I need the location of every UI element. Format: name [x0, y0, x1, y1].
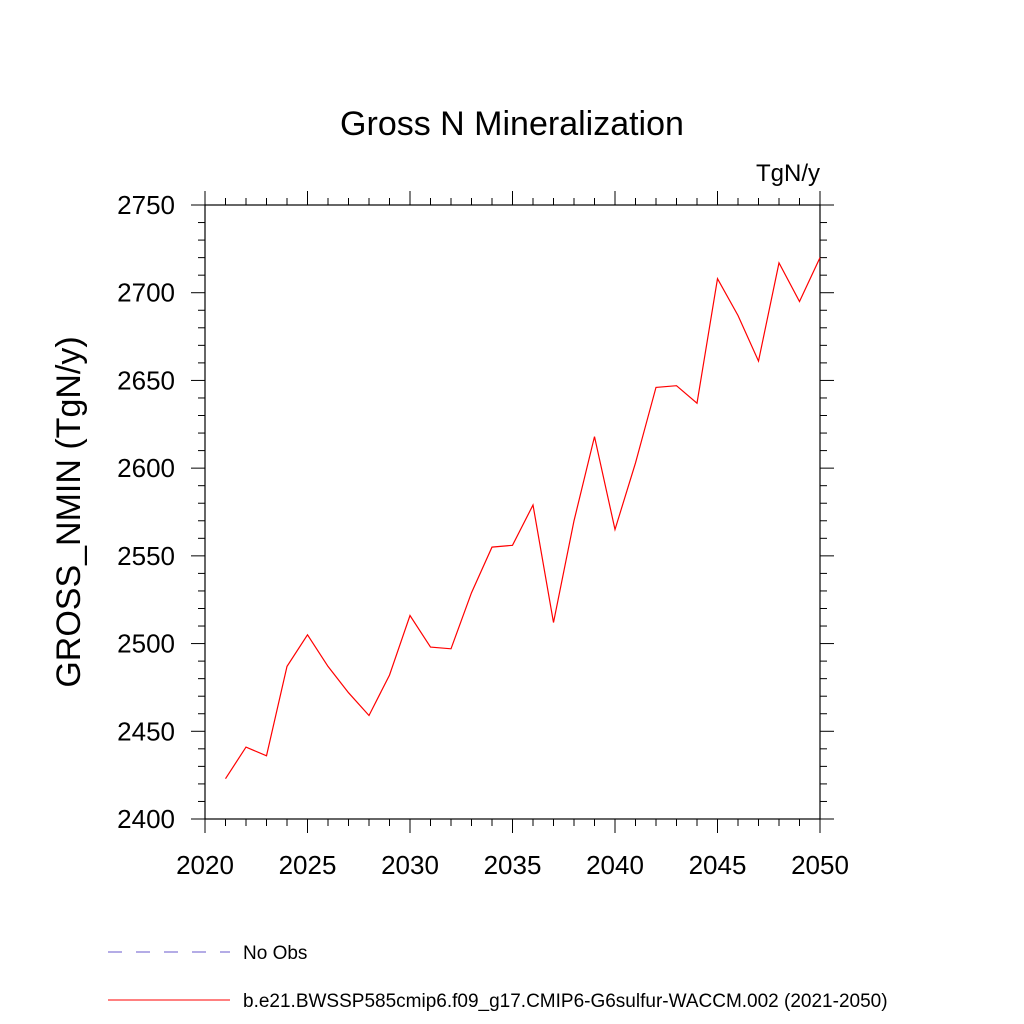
axes: 2020 2025 2030 2035 2040 2045 2050 2400 2450 2500…	[117, 190, 849, 880]
y-axis-label: GROSS_NMIN (TgN/y)	[50, 336, 88, 687]
data-point	[449, 647, 453, 651]
x-tick-label: 2045	[689, 850, 747, 880]
data-point	[716, 277, 720, 281]
x-tick-label: 2025	[279, 850, 337, 880]
data-point	[695, 401, 699, 405]
data-point	[224, 777, 228, 781]
x-tick-label: 2020	[176, 850, 234, 880]
data-point	[531, 503, 535, 507]
data-point	[818, 256, 822, 260]
x-tick-label: 2030	[381, 850, 439, 880]
y-tick-label: 2700	[117, 278, 175, 308]
legend-label: No Obs	[243, 943, 307, 964]
y-tick-label: 2550	[117, 541, 175, 571]
legend: No Obs b.e21.BWSSP585cmip6.f09_g17.CMIP6-…	[108, 943, 888, 1012]
data-point	[572, 519, 576, 523]
x-tick-label: 2035	[484, 850, 542, 880]
legend-label: b.e21.BWSSP585cmip6.f09_g17.CMIP6-G6sulf…	[243, 991, 888, 1012]
data-point	[470, 591, 474, 595]
data-point	[654, 385, 658, 389]
x-tick-label: 2050	[791, 850, 849, 880]
series-line	[224, 257, 821, 780]
data-point	[408, 614, 412, 618]
data-point	[347, 691, 351, 695]
data-point	[388, 673, 392, 677]
data-point	[675, 384, 679, 388]
y-tick-label: 2600	[117, 453, 175, 483]
data-point	[634, 461, 638, 465]
units-label: TgN/y	[756, 160, 820, 187]
y-tick-label: 2650	[117, 365, 175, 395]
data-point	[757, 359, 761, 363]
data-point	[511, 543, 515, 547]
data-point	[613, 528, 617, 532]
data-point	[777, 261, 781, 265]
data-point	[306, 633, 310, 637]
data-point	[326, 664, 330, 668]
data-point	[798, 299, 802, 303]
data-point	[285, 664, 289, 668]
chart-title: Gross N Mineralization	[340, 105, 684, 143]
x-tick-label: 2040	[586, 850, 644, 880]
y-tick-label: 2450	[117, 716, 175, 746]
data-point	[429, 645, 433, 649]
data-point	[490, 545, 494, 549]
y-tick-label: 2500	[117, 629, 175, 659]
data-point	[736, 314, 740, 318]
data-point	[593, 435, 597, 439]
y-tick-label: 2750	[117, 190, 175, 220]
data-point	[367, 713, 371, 717]
data-point	[244, 745, 248, 749]
y-tick-label: 2400	[117, 804, 175, 834]
data-point	[265, 754, 269, 758]
data-point	[552, 621, 556, 625]
series-layer	[224, 256, 822, 781]
